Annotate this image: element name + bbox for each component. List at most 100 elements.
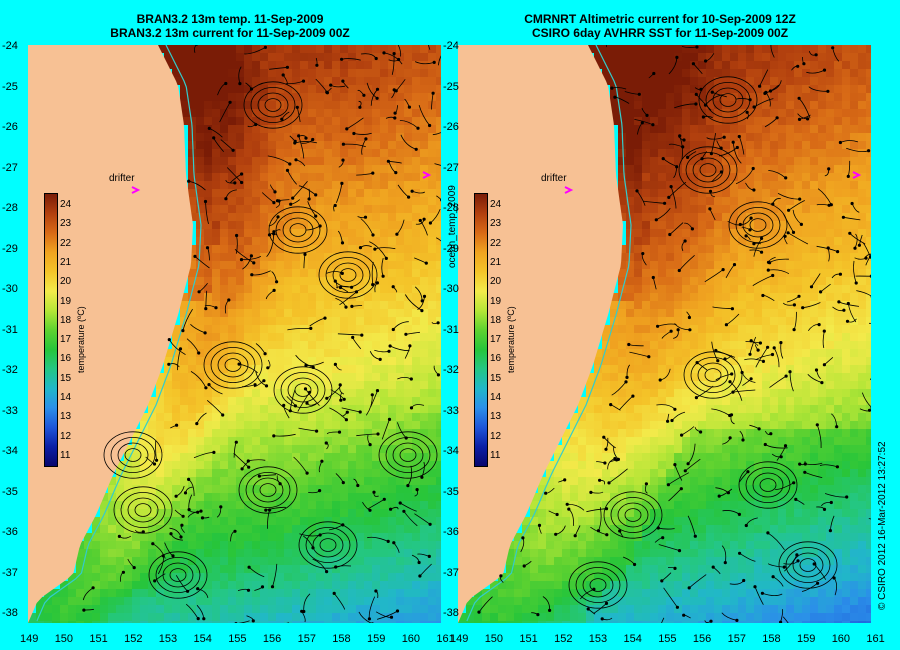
colorbar-tick-label: 24 xyxy=(60,199,72,210)
lat-tick-label: -33 xyxy=(2,404,18,417)
lon-tick-label: 154 xyxy=(193,633,212,645)
dataset-side-label: ocean_temp_2009 xyxy=(447,185,458,268)
lat-tick-label: -29 xyxy=(2,242,18,255)
colorbar-tick-label: 11 xyxy=(490,449,501,461)
lat-tick-label: -32 xyxy=(443,364,459,376)
left-map-panel xyxy=(28,45,441,623)
lon-tick-label: 150 xyxy=(484,633,504,645)
right-drifter-label: drifter xyxy=(541,173,567,184)
shelf-contour xyxy=(466,45,632,622)
lat-tick-label: -35 xyxy=(443,485,459,498)
land-mass xyxy=(28,45,193,623)
lon-tick-label: 158 xyxy=(762,633,781,645)
colorbar-tick-label: 21 xyxy=(490,256,502,268)
left-title-line2: BRAN3.2 13m current for 11-Sep-2009 00Z xyxy=(110,26,350,40)
lon-tick-label: 156 xyxy=(692,633,712,645)
colorbar-tick-label: 11 xyxy=(60,449,71,461)
lat-tick-label: -32 xyxy=(2,364,18,376)
colorbar-tick-label: 18 xyxy=(490,314,502,326)
lat-tick-label: -30 xyxy=(2,283,18,295)
lat-tick-label: -24 xyxy=(443,40,459,52)
lat-tick-label: -29 xyxy=(443,242,459,255)
lat-tick-label: -24 xyxy=(2,40,18,52)
lon-tick-label: 157 xyxy=(727,633,746,645)
colorbar-tick-label: 12 xyxy=(60,430,72,442)
colorbar-tick-label: 17 xyxy=(490,334,502,346)
colorbar-tick-label: 15 xyxy=(60,372,72,384)
colorbar-tick-label: 12 xyxy=(490,430,502,442)
lon-tick-label: 153 xyxy=(158,633,178,645)
colorbar-tick-label: 21 xyxy=(60,256,72,268)
colorbar-label: temperature (ºC) xyxy=(506,306,516,373)
lat-tick-label: -26 xyxy=(443,121,459,133)
lon-tick-label: 155 xyxy=(658,633,677,645)
colorbar-tick-label: 14 xyxy=(490,392,502,403)
lat-tick-label: -37 xyxy=(443,566,459,579)
lat-tick-label: -28 xyxy=(443,202,459,214)
lon-tick-label: 161 xyxy=(866,633,885,645)
lat-tick-label: -27 xyxy=(443,161,459,174)
lon-tick-label: 149 xyxy=(450,633,469,645)
sst-field xyxy=(458,45,871,623)
left-title-line1: BRAN3.2 13m temp. 11-Sep-2009 xyxy=(136,12,324,26)
lon-tick-label: 149 xyxy=(20,633,39,645)
colorbar-tick-label: 15 xyxy=(490,372,502,384)
colorbar-tick-label: 17 xyxy=(60,334,72,346)
colorbar-tick-label: 23 xyxy=(490,218,502,230)
colorbar-tick-label: 13 xyxy=(60,411,72,423)
lat-tick-label: -28 xyxy=(2,202,18,214)
colorbar-tick-label: 18 xyxy=(60,314,72,326)
lat-tick-label: -35 xyxy=(2,485,18,498)
lon-tick-label: 151 xyxy=(519,633,538,645)
lon-tick-label: 157 xyxy=(297,633,316,645)
land-mass xyxy=(458,45,623,623)
lon-tick-label: 153 xyxy=(588,633,608,645)
lon-tick-label: 155 xyxy=(228,633,247,645)
colorbar-tick-label: 23 xyxy=(60,218,72,230)
drifter-markers xyxy=(131,171,432,194)
lon-tick-label: 150 xyxy=(54,633,74,645)
colorbar-tick-label: 22 xyxy=(490,237,502,249)
lat-tick-label: -38 xyxy=(443,607,459,619)
colorbar-tick-label: 19 xyxy=(490,295,502,307)
left-drifter-label: drifter xyxy=(109,173,135,184)
left-map-title: BRAN3.2 13m temp. 11-Sep-2009 BRAN3.2 13… xyxy=(70,12,390,40)
lat-tick-label: -30 xyxy=(443,283,459,295)
lon-tick-label: 152 xyxy=(124,633,143,645)
lat-tick-label: -27 xyxy=(2,161,18,174)
lat-tick-label: -25 xyxy=(443,80,459,93)
right-title-line1: CMRNRT Altimetric current for 10-Sep-200… xyxy=(524,12,796,26)
lon-tick-label: 160 xyxy=(831,633,851,645)
lat-tick-label: -37 xyxy=(2,566,18,579)
colorbar-tick-label: 13 xyxy=(490,411,502,423)
current-vectors xyxy=(477,45,871,623)
lat-tick-label: -38 xyxy=(2,607,18,619)
lat-tick-label: -34 xyxy=(2,445,18,457)
lat-tick-label: -34 xyxy=(443,445,459,457)
lon-tick-label: 152 xyxy=(554,633,573,645)
lat-tick-label: -36 xyxy=(2,526,18,538)
lon-tick-label: 156 xyxy=(262,633,282,645)
lon-tick-label: 160 xyxy=(401,633,421,645)
colorbar-tick-label: 20 xyxy=(490,276,502,288)
lon-tick-label: 159 xyxy=(797,633,816,645)
colorbar-tick-label: 22 xyxy=(60,237,72,249)
colorbar-tick-label: 16 xyxy=(60,353,72,365)
lat-tick-label: -31 xyxy=(2,323,18,336)
colorbar-tick-label: 14 xyxy=(60,392,72,403)
lon-tick-label: 159 xyxy=(367,633,386,645)
right-title-line2: CSIRO 6day AVHRR SST for 11-Sep-2009 00Z xyxy=(531,26,789,40)
colorbar-tick-label: 19 xyxy=(60,295,72,307)
shelf-contour xyxy=(36,45,202,622)
lon-tick-label: 158 xyxy=(332,633,351,645)
right-map-title: CMRNRT Altimetric current for 10-Sep-200… xyxy=(480,12,840,40)
copyright-timestamp: © CSIRO 2012 16-Mar-2012 13:27:52 xyxy=(877,441,888,610)
lat-tick-label: -25 xyxy=(2,80,18,93)
colorbar-ramp xyxy=(44,193,58,467)
colorbar-tick-label: 24 xyxy=(490,199,502,210)
lat-tick-label: -36 xyxy=(443,526,459,538)
colorbar-tick-label: 20 xyxy=(60,276,72,288)
lon-tick-label: 161 xyxy=(436,633,455,645)
current-vectors xyxy=(82,45,441,623)
lon-tick-label: 151 xyxy=(89,633,108,645)
